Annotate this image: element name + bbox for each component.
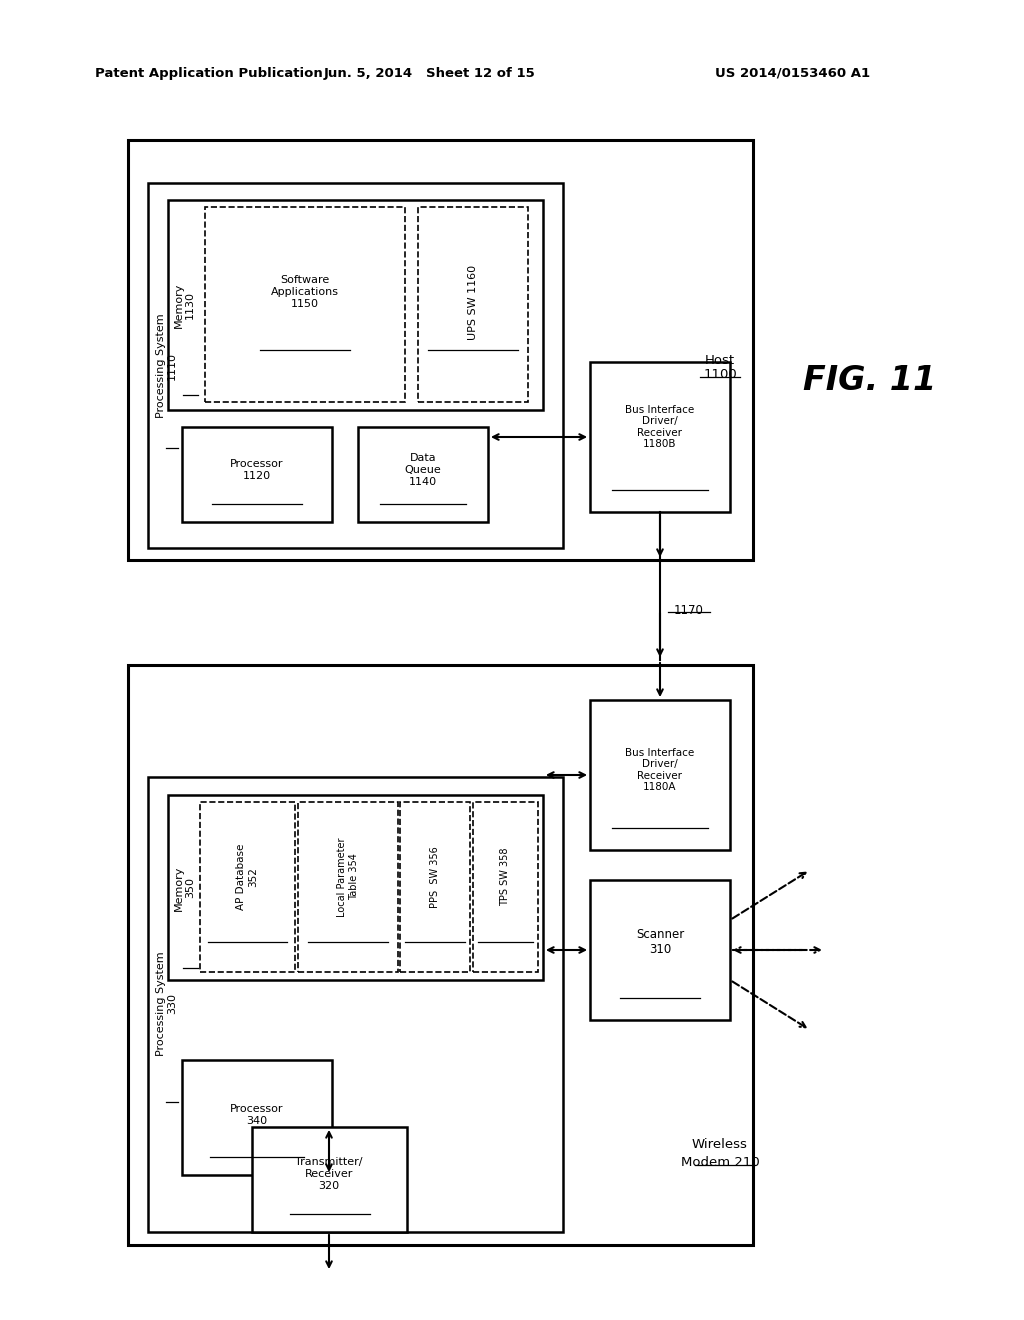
Text: FIG. 11: FIG. 11 bbox=[804, 363, 937, 396]
Text: US 2014/0153460 A1: US 2014/0153460 A1 bbox=[715, 66, 870, 79]
Text: Patent Application Publication: Patent Application Publication bbox=[95, 66, 323, 79]
Text: Jun. 5, 2014   Sheet 12 of 15: Jun. 5, 2014 Sheet 12 of 15 bbox=[325, 66, 536, 79]
Bar bbox=[182, 1060, 332, 1175]
Text: AP Database
352: AP Database 352 bbox=[237, 843, 258, 911]
Text: Wireless: Wireless bbox=[692, 1138, 748, 1151]
Text: TPS SW 358: TPS SW 358 bbox=[500, 847, 510, 907]
Text: Data
Queue
1140: Data Queue 1140 bbox=[404, 453, 441, 487]
Text: UPS SW 1160: UPS SW 1160 bbox=[468, 264, 478, 339]
Bar bbox=[252, 1127, 407, 1232]
Text: Memory: Memory bbox=[174, 282, 184, 327]
Text: Processor
340: Processor 340 bbox=[230, 1105, 284, 1126]
Bar bbox=[148, 777, 563, 1232]
Bar bbox=[590, 880, 730, 1020]
Bar bbox=[358, 426, 488, 521]
Text: Modem 210: Modem 210 bbox=[681, 1155, 760, 1168]
Text: 330: 330 bbox=[167, 994, 177, 1015]
Bar bbox=[590, 700, 730, 850]
Text: Bus Interface
Driver/
Receiver
1180A: Bus Interface Driver/ Receiver 1180A bbox=[626, 747, 694, 792]
Bar bbox=[182, 426, 332, 521]
Text: Memory: Memory bbox=[174, 866, 184, 911]
Text: PPS  SW 356: PPS SW 356 bbox=[430, 846, 440, 908]
Text: 1100: 1100 bbox=[703, 368, 737, 381]
Bar bbox=[400, 803, 470, 972]
Text: Transmitter/
Receiver
320: Transmitter/ Receiver 320 bbox=[295, 1158, 362, 1191]
Bar bbox=[590, 362, 730, 512]
Bar bbox=[168, 201, 543, 411]
Text: 1170: 1170 bbox=[674, 603, 703, 616]
Bar bbox=[168, 795, 543, 979]
Text: Processing System: Processing System bbox=[156, 952, 166, 1056]
Bar bbox=[418, 207, 528, 403]
Text: Software
Applications
1150: Software Applications 1150 bbox=[271, 276, 339, 309]
Bar bbox=[473, 803, 538, 972]
Bar bbox=[128, 665, 753, 1245]
Text: Processor
1120: Processor 1120 bbox=[230, 459, 284, 480]
Text: Host: Host bbox=[705, 354, 735, 367]
Text: Bus Interface
Driver/
Receiver
1180B: Bus Interface Driver/ Receiver 1180B bbox=[626, 405, 694, 449]
Bar bbox=[200, 803, 295, 972]
Bar bbox=[128, 140, 753, 560]
Text: Scanner
310: Scanner 310 bbox=[636, 928, 684, 956]
Text: Processing System: Processing System bbox=[156, 314, 166, 418]
Text: Local Parameter
Table 354: Local Parameter Table 354 bbox=[337, 837, 358, 917]
Text: 1110: 1110 bbox=[167, 352, 177, 380]
Bar bbox=[298, 803, 398, 972]
Text: 350: 350 bbox=[185, 878, 195, 899]
Text: 1130: 1130 bbox=[185, 290, 195, 319]
Bar bbox=[205, 207, 406, 403]
Bar bbox=[148, 183, 563, 548]
